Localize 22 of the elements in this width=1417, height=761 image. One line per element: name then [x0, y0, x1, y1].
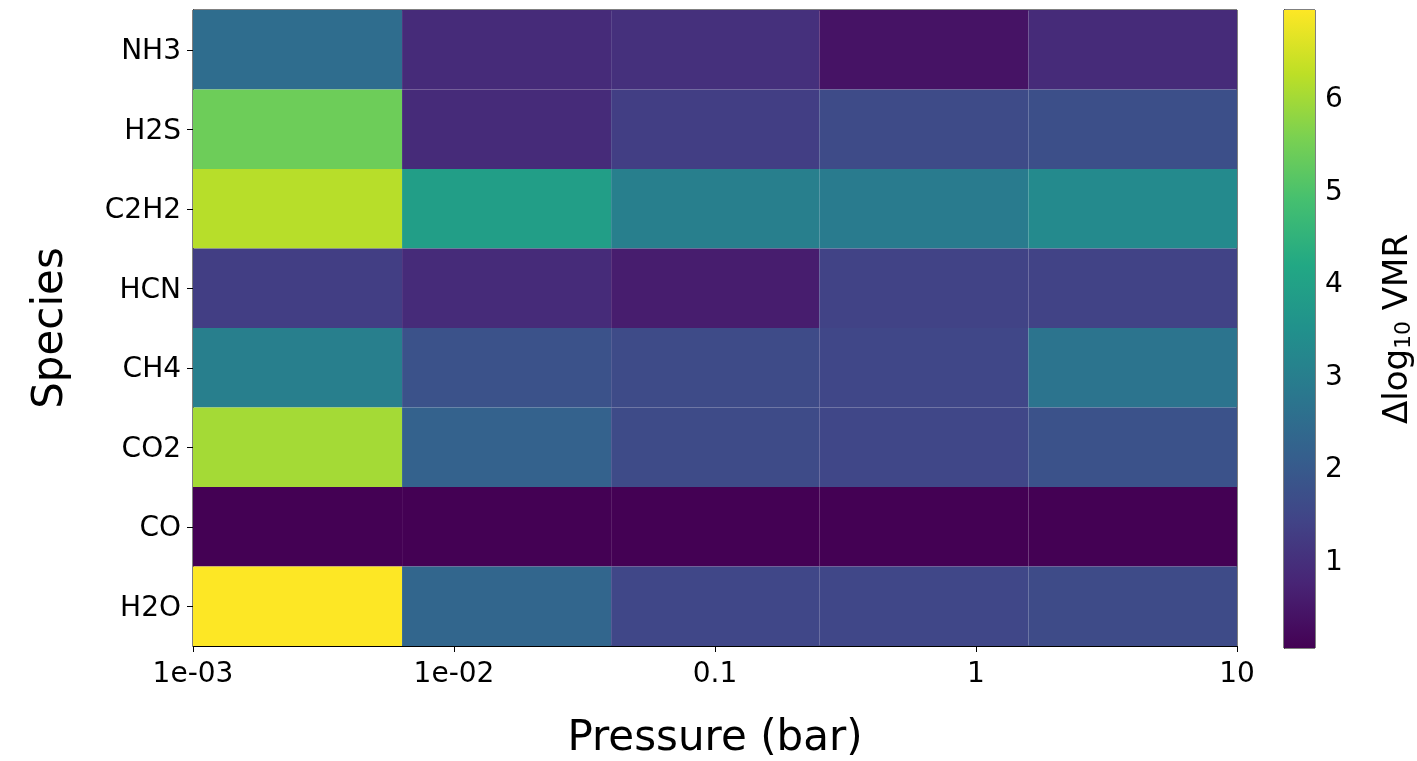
color-bar-label: 5: [1325, 173, 1343, 207]
x-tick-label: 1e-03: [152, 655, 234, 689]
color-bar-label: 2: [1325, 451, 1343, 485]
y-tick-label: H2O: [120, 589, 181, 623]
color-bar-label: 1: [1325, 543, 1343, 577]
x-tick-label: 0.1: [692, 655, 738, 689]
y-tick-label: CH4: [122, 351, 181, 385]
y-tick-label: HCN: [119, 271, 181, 305]
y-tick-label: H2S: [124, 112, 181, 146]
y-tick-label: C2H2: [104, 192, 181, 226]
x-tick-label: 1: [967, 655, 985, 689]
y-tick-label: CO: [139, 510, 181, 544]
color-bar-label: 6: [1325, 81, 1343, 115]
y-axis-title: Species: [22, 247, 72, 409]
x-axis-title: Pressure (bar): [567, 710, 863, 760]
x-tick-label: 10: [1219, 655, 1255, 689]
color-bar-title: Δlog10 VMR: [1375, 233, 1415, 425]
y-tick-label: NH3: [121, 33, 181, 67]
color-bar-label: 3: [1325, 358, 1343, 392]
color-bar-label: 4: [1325, 266, 1343, 300]
x-tick-label: 1e-02: [413, 655, 495, 689]
y-tick-label: CO2: [121, 430, 181, 464]
